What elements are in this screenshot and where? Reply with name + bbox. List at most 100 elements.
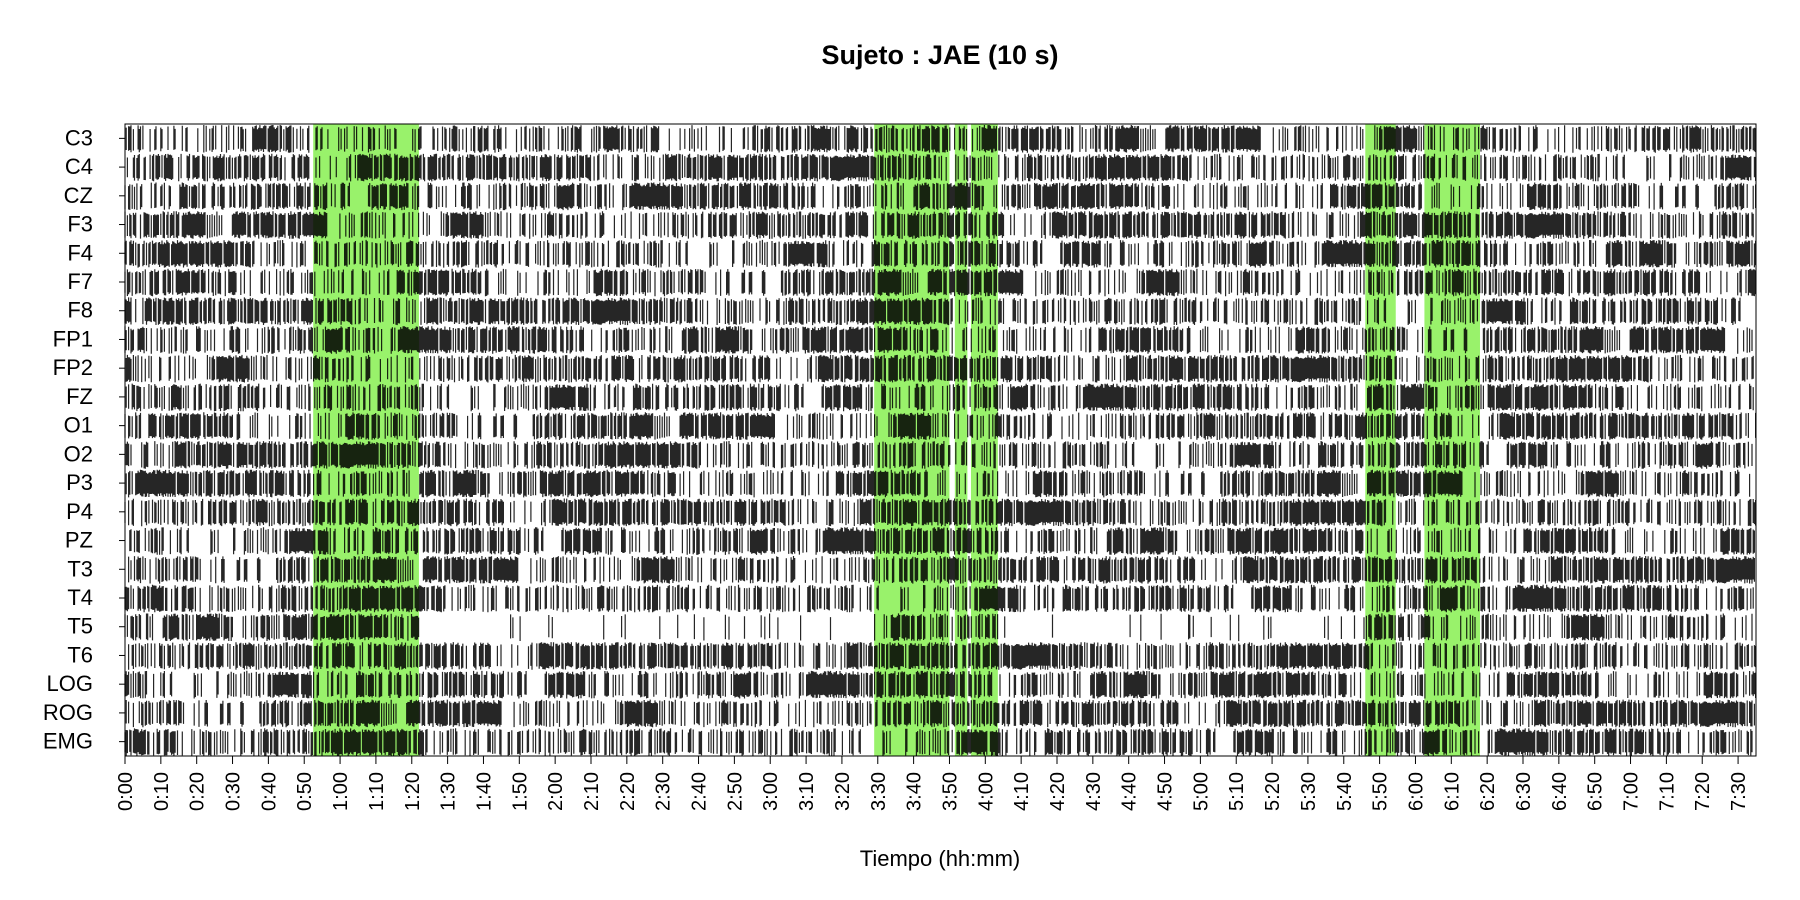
y-tick-label-f8: F8	[67, 298, 93, 323]
x-tick-label-10: 1:40	[474, 772, 496, 811]
x-tick-label-18: 3:00	[760, 772, 782, 811]
y-tick-label-fp1: FP1	[53, 326, 93, 351]
x-tick-label-9: 1:30	[438, 772, 460, 811]
x-tick-label-8: 1:20	[402, 772, 424, 811]
x-axis: 0:00 0:10 0:20 0:30 0:40 0:50 1:00 1:10 1:20 1:30…	[115, 756, 1750, 811]
x-tick-label-0: 0:00	[115, 772, 137, 811]
x-tick-label-5: 0:50	[294, 772, 316, 811]
epoch-marks-o2	[125, 441, 1753, 469]
x-tick-label-29: 4:50	[1155, 772, 1177, 811]
channel-row-emg	[124, 728, 1753, 756]
x-tick-label-4: 0:40	[258, 772, 280, 811]
x-tick-label-27: 4:30	[1083, 772, 1105, 811]
x-tick-label-30: 5:00	[1190, 772, 1212, 811]
y-tick-label-t3: T3	[67, 556, 93, 581]
x-tick-label-24: 4:00	[975, 772, 997, 811]
x-tick-label-40: 6:40	[1549, 772, 1571, 811]
x-tick-label-7: 1:10	[366, 772, 388, 811]
x-tick-label-3: 0:30	[223, 772, 245, 811]
x-tick-label-25: 4:10	[1011, 772, 1033, 811]
x-tick-label-28: 4:40	[1119, 772, 1141, 811]
channel-row-p3	[125, 469, 1751, 498]
epoch-marks-f8	[124, 297, 1741, 326]
epoch-marks-f3	[124, 211, 1754, 239]
epoch-marks-emg	[124, 728, 1753, 756]
channel-row-t3	[128, 555, 1755, 584]
channel-row-t6	[128, 642, 1757, 670]
y-tick-label-c4: C4	[65, 154, 93, 179]
y-tick-label-fp2: FP2	[53, 355, 93, 380]
x-tick-label-12: 2:00	[545, 772, 567, 811]
channel-row-c3	[125, 125, 1757, 153]
x-tick-label-35: 5:50	[1370, 772, 1392, 811]
channel-row-o2	[125, 441, 1753, 469]
epoch-marks-cz	[124, 182, 1757, 211]
x-tick-label-19: 3:10	[796, 772, 818, 811]
x-tick-label-1: 0:10	[151, 772, 173, 811]
x-tick-label-42: 7:00	[1621, 772, 1643, 811]
x-tick-label-43: 7:10	[1656, 772, 1678, 811]
y-axis: C3 C4 CZ F3 F4 F7 F8 FP1 FP2 FZ O1 O2 P3 P4 PZ T3 T4 T5 T6…	[43, 125, 125, 754]
epoch-marks-p3	[125, 469, 1751, 498]
y-tick-label-cz: CZ	[64, 183, 93, 208]
y-tick-label-t4: T4	[67, 585, 93, 610]
x-tick-label-15: 2:30	[653, 772, 675, 811]
channel-row-fp1	[124, 326, 1753, 354]
epoch-marks-c3	[125, 125, 1757, 153]
x-tick-label-39: 6:30	[1513, 772, 1535, 811]
x-tick-label-23: 3:50	[940, 772, 962, 811]
x-tick-label-32: 5:20	[1262, 772, 1284, 811]
y-tick-label-f7: F7	[67, 269, 93, 294]
y-tick-label-t6: T6	[67, 642, 93, 667]
channel-row-f3	[124, 211, 1754, 239]
x-tick-label-14: 2:20	[617, 772, 639, 811]
x-axis-label: Tiempo (hh:mm)	[860, 846, 1021, 871]
epoch-marks-t3	[128, 555, 1755, 584]
x-tick-label-33: 5:30	[1298, 772, 1320, 811]
x-tick-label-38: 6:20	[1477, 772, 1499, 811]
y-tick-label-c3: C3	[65, 125, 93, 150]
x-tick-label-44: 7:20	[1692, 772, 1714, 811]
x-tick-label-37: 6:10	[1441, 772, 1463, 811]
y-tick-label-rog: ROG	[43, 700, 93, 725]
x-tick-label-34: 5:40	[1334, 772, 1356, 811]
x-tick-label-11: 1:50	[509, 772, 531, 811]
epoch-marks-t6	[128, 642, 1757, 670]
x-tick-label-2: 0:20	[187, 772, 209, 811]
y-tick-label-pz: PZ	[65, 528, 93, 553]
channel-row-fp2	[125, 354, 1754, 383]
epoch-marks-fp1	[124, 326, 1753, 354]
y-tick-label-p4: P4	[66, 499, 93, 524]
channel-row-fz	[125, 383, 1754, 412]
x-tick-label-21: 3:30	[868, 772, 890, 811]
chart-title: Sujeto : JAE (10 s)	[821, 40, 1058, 70]
y-tick-label-o1: O1	[64, 413, 93, 438]
x-tick-label-41: 6:50	[1585, 772, 1607, 811]
x-tick-label-45: 7:30	[1728, 772, 1750, 811]
epoch-marks-pz	[129, 527, 1755, 555]
epoch-marks-rog	[125, 699, 1755, 728]
channel-row-cz	[124, 182, 1757, 211]
y-tick-label-f3: F3	[67, 212, 93, 237]
y-tick-label-fz: FZ	[66, 384, 93, 409]
channel-row-f8	[124, 297, 1741, 326]
x-tick-label-20: 3:20	[832, 772, 854, 811]
x-tick-label-13: 2:10	[581, 772, 603, 811]
y-tick-label-p3: P3	[66, 470, 93, 495]
y-tick-label-log: LOG	[47, 671, 93, 696]
x-tick-label-31: 5:10	[1226, 772, 1248, 811]
x-tick-label-16: 2:40	[689, 772, 711, 811]
channel-row-c4	[126, 153, 1757, 182]
y-tick-label-emg: EMG	[43, 729, 93, 754]
y-tick-label-f4: F4	[67, 240, 93, 265]
epoch-marks-fz	[125, 383, 1754, 412]
x-tick-label-6: 1:00	[330, 772, 352, 811]
channel-row-pz	[129, 527, 1755, 555]
channel-row-rog	[125, 699, 1755, 728]
x-tick-label-22: 3:40	[904, 772, 926, 811]
epoch-marks-fp2	[125, 354, 1754, 383]
x-tick-label-26: 4:20	[1047, 772, 1069, 811]
y-tick-label-o2: O2	[64, 441, 93, 466]
